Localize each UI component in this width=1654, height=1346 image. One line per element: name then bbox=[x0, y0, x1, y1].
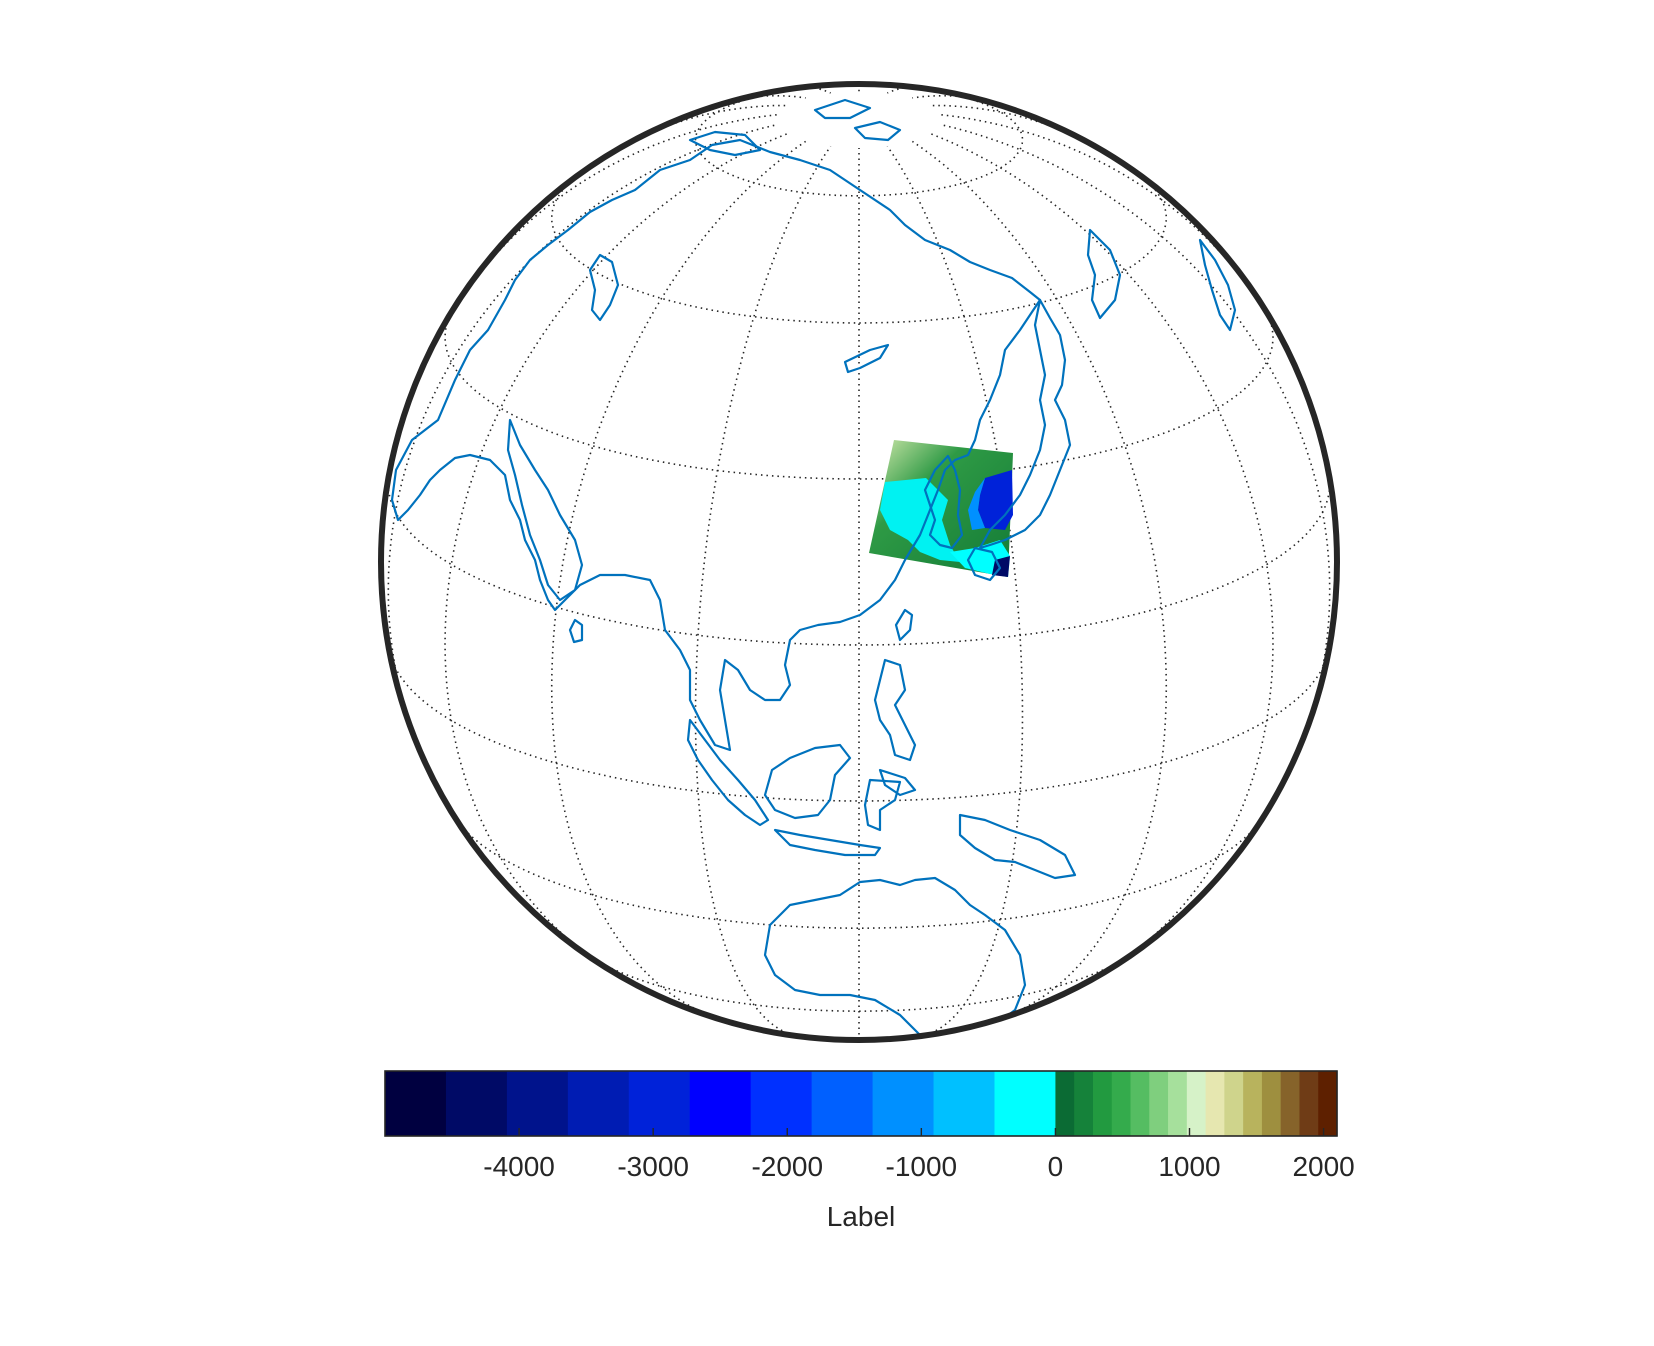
patch-yellow-sea bbox=[880, 478, 960, 562]
colorbar-cell-land bbox=[1111, 1071, 1132, 1136]
coastline-taiwan bbox=[894, 608, 914, 642]
coastline-asia-mainland bbox=[390, 138, 1042, 752]
coastline-new-guinea bbox=[958, 813, 1077, 880]
colorbar-cell-land bbox=[1205, 1071, 1225, 1136]
colorbar-cell-ocean bbox=[933, 1071, 996, 1136]
globe-disk bbox=[381, 84, 1337, 1040]
colorbar-cell-ocean bbox=[385, 1071, 447, 1136]
colorbar-cell-land bbox=[1149, 1071, 1169, 1136]
colorbar-cell-ocean bbox=[750, 1071, 813, 1136]
colorbar-tick-label: -3000 bbox=[617, 1151, 689, 1182]
coastline-india bbox=[506, 418, 584, 602]
colorbar-cell-land bbox=[1299, 1071, 1319, 1136]
colorbar-tick-label: 2000 bbox=[1292, 1151, 1354, 1182]
coastline-korea bbox=[923, 454, 964, 550]
colorbar-cell-land bbox=[1243, 1071, 1263, 1136]
coastline-sulawesi bbox=[863, 778, 902, 832]
coastlines bbox=[390, 98, 1237, 1040]
graticule-meridians bbox=[387, 84, 1331, 1040]
coastline-japan bbox=[978, 298, 1072, 550]
coastline-philippines bbox=[873, 658, 917, 797]
colorbar-frame bbox=[384, 1070, 1338, 1137]
coastline-lake-baikal bbox=[843, 343, 890, 374]
colorbar-cell-land bbox=[1186, 1071, 1207, 1136]
colorbar-cell-land bbox=[1261, 1071, 1282, 1136]
colorbar-label: Label bbox=[827, 1201, 896, 1232]
colorbar-tick-label: -2000 bbox=[751, 1151, 823, 1182]
coastline-kamchatka bbox=[1086, 228, 1122, 320]
colorbar-cell-land bbox=[1318, 1071, 1338, 1136]
patch-east-sea-shelf bbox=[968, 478, 985, 530]
colorbar-cell-land bbox=[1074, 1071, 1094, 1136]
coastline-borneo bbox=[763, 743, 852, 820]
colorbar-cell-land bbox=[1092, 1071, 1113, 1136]
colorbar-cells bbox=[385, 1071, 1338, 1136]
coastline-alaska-edge bbox=[1198, 238, 1237, 332]
colorbar-cell-ocean bbox=[567, 1071, 630, 1136]
colorbar-cell-ocean bbox=[445, 1071, 508, 1136]
data-patch bbox=[869, 440, 1013, 577]
colorbar-cell-land bbox=[1130, 1071, 1150, 1136]
coastline-sri-lanka bbox=[568, 618, 584, 644]
globe-frame bbox=[378, 81, 1340, 1043]
colorbar-cell-land bbox=[1280, 1071, 1301, 1136]
colorbar: -4000 -3000 -2000 -1000 0 1000 2000 Label bbox=[384, 1070, 1355, 1232]
colorbar-ticks: -4000 -3000 -2000 -1000 0 1000 2000 bbox=[483, 1128, 1355, 1182]
coastline-arctic-islands bbox=[688, 98, 902, 157]
colorbar-cell-ocean bbox=[994, 1071, 1057, 1136]
coastline-java bbox=[773, 828, 882, 857]
colorbar-cell-ocean bbox=[506, 1071, 569, 1136]
colorbar-cell-ocean bbox=[811, 1071, 874, 1136]
colorbar-tick-label: 0 bbox=[1048, 1151, 1064, 1182]
colorbar-cell-land bbox=[1168, 1071, 1188, 1136]
colorbar-cell-ocean bbox=[628, 1071, 691, 1136]
coastline-caspian bbox=[588, 253, 620, 322]
colorbar-tick-label: 1000 bbox=[1158, 1151, 1220, 1182]
colorbar-cell-land bbox=[1224, 1071, 1244, 1136]
colorbar-tick-label: -1000 bbox=[886, 1151, 958, 1182]
colorbar-tick-label: -4000 bbox=[483, 1151, 555, 1182]
colorbar-cell-ocean bbox=[689, 1071, 752, 1136]
coastline-kyushu bbox=[966, 546, 1002, 582]
coastline-sumatra bbox=[686, 718, 770, 827]
colorbar-cell-land bbox=[1055, 1071, 1075, 1136]
colorbar-cell-ocean bbox=[872, 1071, 935, 1136]
coastline-australia bbox=[763, 876, 1027, 1040]
